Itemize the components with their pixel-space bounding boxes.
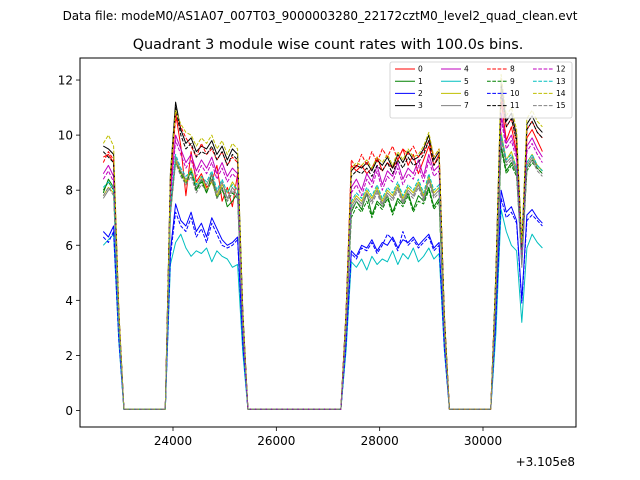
x-tick-label: 26000 <box>257 434 295 448</box>
legend-label-10: 10 <box>510 89 520 98</box>
x-tick-label: 24000 <box>154 434 192 448</box>
legend-label-5: 5 <box>464 77 469 86</box>
legend-label-9: 9 <box>510 77 515 86</box>
legend-label-2: 2 <box>418 89 423 98</box>
legend-frame <box>389 61 573 119</box>
chart-title: Quadrant 3 module wise count rates with … <box>133 37 524 53</box>
y-tick-label: 2 <box>65 349 73 363</box>
axes-frame <box>79 57 577 428</box>
series-line-14 <box>102 74 543 410</box>
legend-label-8: 8 <box>510 65 515 74</box>
y-tick-label: 6 <box>65 239 73 253</box>
legend-label-4: 4 <box>464 65 469 74</box>
x-axis: 24000 26000 28000 30000 <box>154 427 502 448</box>
legend-label-13: 13 <box>556 77 566 86</box>
legend-label-14: 14 <box>556 89 566 98</box>
legend-label-3: 3 <box>418 101 423 110</box>
x-tick-label: 30000 <box>464 434 502 448</box>
y-tick-label: 8 <box>65 184 73 198</box>
y-axis: 0 2 4 6 8 10 12 <box>58 74 80 418</box>
legend-label-12: 12 <box>556 65 566 74</box>
legend-label-6: 6 <box>464 89 469 98</box>
series-layer <box>102 74 543 410</box>
series-line-15 <box>102 140 543 410</box>
legend-label-1: 1 <box>418 77 423 86</box>
legend-label-15: 15 <box>556 101 566 110</box>
y-tick-label: 12 <box>58 74 73 88</box>
legend-label-11: 11 <box>510 101 520 110</box>
y-tick-label: 0 <box>65 404 73 418</box>
legend-label-0: 0 <box>418 65 423 74</box>
data-file-suptitle: Data file: modeM0/AS1A07_007T03_90000032… <box>63 9 578 23</box>
x-offset-label: +3.105e8 <box>516 455 575 469</box>
x-tick-label: 28000 <box>361 434 399 448</box>
y-tick-label: 4 <box>65 294 73 308</box>
y-tick-label: 10 <box>58 129 73 143</box>
legend-label-7: 7 <box>464 101 469 110</box>
